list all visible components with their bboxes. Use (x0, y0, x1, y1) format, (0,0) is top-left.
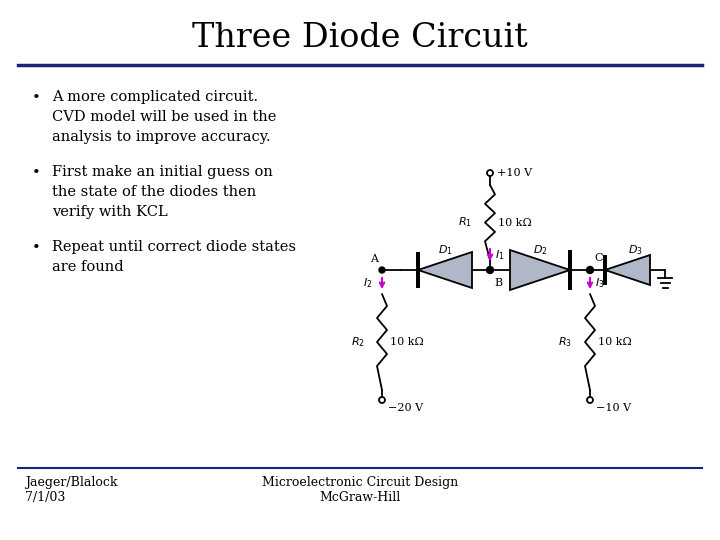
Text: $D_2$: $D_2$ (533, 243, 547, 257)
Text: •: • (32, 166, 40, 180)
Text: $R_3$: $R_3$ (558, 335, 572, 349)
Text: −10 V: −10 V (596, 403, 631, 413)
Polygon shape (510, 250, 570, 290)
Text: C: C (594, 253, 603, 263)
Text: $I_2$: $I_2$ (363, 276, 372, 291)
Polygon shape (605, 255, 650, 285)
Text: $R_1$: $R_1$ (458, 215, 472, 230)
Text: $I_3$: $I_3$ (595, 276, 605, 291)
Text: 10 kΩ: 10 kΩ (598, 337, 631, 347)
Circle shape (379, 397, 385, 403)
Text: A: A (370, 254, 378, 264)
Text: •: • (32, 241, 40, 255)
Text: $I_1$: $I_1$ (495, 248, 505, 262)
Circle shape (587, 267, 593, 273)
Text: $D_3$: $D_3$ (628, 243, 643, 257)
Text: Three Diode Circuit: Three Diode Circuit (192, 22, 528, 54)
Polygon shape (418, 252, 472, 288)
Text: Repeat until correct diode states
are found: Repeat until correct diode states are fo… (52, 240, 296, 274)
Text: Jaeger/Blalock
7/1/03: Jaeger/Blalock 7/1/03 (25, 476, 117, 504)
Text: +10 V: +10 V (497, 168, 532, 178)
Text: B: B (494, 278, 502, 288)
Text: $D_1$: $D_1$ (438, 243, 452, 257)
Circle shape (487, 267, 493, 273)
Text: $R_2$: $R_2$ (351, 335, 365, 349)
Text: •: • (32, 91, 40, 105)
Text: First make an initial guess on
the state of the diodes then
verify with KCL: First make an initial guess on the state… (52, 165, 273, 219)
Text: 10 kΩ: 10 kΩ (498, 218, 532, 227)
Text: 10 kΩ: 10 kΩ (390, 337, 424, 347)
Circle shape (487, 170, 493, 176)
Text: A more complicated circuit.
CVD model will be used in the
analysis to improve ac: A more complicated circuit. CVD model wi… (52, 90, 276, 144)
Text: Microelectronic Circuit Design
McGraw-Hill: Microelectronic Circuit Design McGraw-Hi… (262, 476, 458, 504)
Text: −20 V: −20 V (388, 403, 423, 413)
Circle shape (379, 267, 385, 273)
Circle shape (587, 397, 593, 403)
